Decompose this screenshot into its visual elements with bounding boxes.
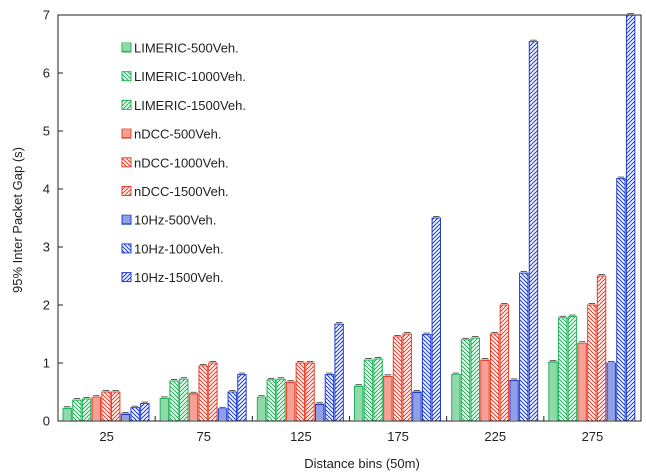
bar-limeric-1500veh-cat-275 (567, 316, 578, 422)
ticks-layer: 0 1 2 3 4 5 6 7 25 75 125 175 225 275 (43, 8, 604, 445)
bar-10hz-1000veh-cat-125 (324, 374, 335, 422)
y-tick-label: 5 (43, 124, 50, 139)
legend: LIMERIC-500Veh. LIMERIC-1000Veh. LIMERIC-1… (121, 41, 246, 285)
legend-swatch (121, 99, 132, 110)
x-axis-label: Distance bins (50m) (304, 456, 420, 471)
bar-10hz-1500veh-cat-275 (625, 14, 636, 422)
x-tick-label: 175 (387, 429, 409, 444)
bar-limeric-1000veh-cat-175 (363, 359, 374, 422)
bar-10hz-1000veh-cat-225 (519, 272, 529, 422)
legend-swatch (121, 186, 132, 196)
bar-ndcc-500veh-cat-275 (577, 342, 587, 422)
bar-10hz-1500veh-cat-225 (528, 41, 539, 422)
legend-swatch (121, 42, 132, 53)
legend-label: 10Hz-1500Veh. (134, 270, 224, 285)
y-tick-label: 4 (43, 182, 50, 197)
legend-label: LIMERIC-500Veh. (134, 41, 239, 56)
bar-10hz-1000veh-cat-175 (421, 334, 432, 422)
legend-swatch (121, 272, 132, 283)
legend-label: LIMERIC-1500Veh. (134, 98, 246, 113)
legend-label: nDCC-1500Veh. (134, 184, 229, 199)
x-tick-label: 25 (99, 429, 113, 444)
legend-label: LIMERIC-1000Veh. (134, 69, 246, 84)
bar-ndcc-1000veh-cat-225 (489, 333, 500, 422)
bar-limeric-1000veh-cat-25 (72, 399, 82, 422)
bar-10hz-1500veh-cat-75 (237, 374, 247, 422)
legend-label: nDCC-1000Veh. (134, 155, 229, 170)
bar-limeric-1000veh-cat-125 (266, 379, 276, 422)
bar-ndcc-1000veh-cat-175 (392, 336, 403, 422)
bar-ndcc-500veh-cat-225 (480, 359, 490, 422)
bar-ndcc-1500veh-cat-75 (208, 362, 218, 422)
bar-ndcc-1500veh-cat-275 (596, 275, 607, 422)
bar-ndcc-500veh-cat-25 (91, 396, 101, 422)
x-tick-label: 125 (290, 429, 312, 444)
bar-limeric-500veh-cat-125 (256, 396, 267, 422)
bar-10hz-1500veh-cat-175 (431, 217, 442, 422)
bar-ndcc-1000veh-cat-25 (101, 391, 111, 422)
bar-10hz-500veh-cat-75 (217, 408, 228, 422)
bar-ndcc-1500veh-cat-175 (402, 333, 412, 422)
bar-limeric-1500veh-cat-175 (373, 358, 383, 422)
bar-10hz-500veh-cat-275 (606, 362, 616, 422)
bar-limeric-1500veh-cat-75 (179, 378, 189, 422)
y-tick-label: 7 (43, 8, 50, 23)
bar-10hz-1500veh-cat-25 (140, 403, 150, 422)
bar-ndcc-500veh-cat-125 (285, 381, 296, 422)
y-tick-label: 6 (43, 66, 50, 81)
bar-ndcc-500veh-cat-75 (188, 393, 199, 422)
bar-10hz-500veh-cat-125 (315, 403, 325, 422)
x-tick-label: 75 (197, 429, 211, 444)
bar-limeric-1500veh-cat-225 (470, 337, 480, 422)
bar-10hz-1000veh-cat-275 (616, 178, 626, 422)
legend-label: 10Hz-1000Veh. (134, 241, 224, 256)
legend-swatch (121, 128, 132, 139)
legend-label: 10Hz-500Veh. (134, 213, 216, 228)
bar-ndcc-1500veh-cat-225 (499, 304, 510, 422)
bar-limeric-1000veh-cat-225 (460, 339, 471, 422)
bar-limeric-500veh-cat-225 (451, 374, 461, 422)
bar-ndcc-1500veh-cat-25 (111, 391, 121, 422)
bar-limeric-500veh-cat-175 (354, 385, 364, 422)
bar-10hz-500veh-cat-175 (412, 391, 422, 422)
bar-ndcc-1000veh-cat-275 (587, 304, 597, 422)
legend-swatch (121, 71, 132, 82)
bar-ndcc-500veh-cat-175 (383, 375, 393, 422)
bar-limeric-1000veh-cat-75 (169, 380, 179, 422)
bar-limeric-500veh-cat-75 (159, 397, 170, 422)
y-tick-label: 0 (43, 414, 50, 429)
bar-10hz-500veh-cat-25 (120, 413, 131, 422)
bar-limeric-1500veh-cat-25 (81, 398, 92, 422)
y-tick-label: 3 (43, 240, 50, 255)
bar-ndcc-1000veh-cat-75 (198, 365, 208, 422)
y-tick-label: 1 (43, 356, 50, 371)
bar-limeric-500veh-cat-25 (62, 407, 72, 422)
bar-limeric-1000veh-cat-275 (558, 317, 568, 422)
x-tick-label: 275 (582, 429, 604, 444)
bar-10hz-1000veh-cat-75 (227, 391, 237, 422)
bar-ndcc-1000veh-cat-125 (295, 362, 306, 422)
bar-10hz-500veh-cat-225 (509, 379, 519, 422)
bar-ndcc-1500veh-cat-125 (305, 362, 315, 422)
bar-limeric-500veh-cat-275 (548, 361, 558, 422)
bar-10hz-1000veh-cat-25 (130, 407, 140, 422)
bar-10hz-1500veh-cat-125 (334, 323, 344, 422)
legend-swatch (121, 243, 132, 254)
y-tick-label: 2 (43, 298, 50, 313)
x-tick-label: 225 (484, 429, 506, 444)
legend-swatch (121, 214, 132, 225)
y-axis-label: 95% Inter Packet Gap (s) (10, 147, 25, 293)
bar-limeric-1500veh-cat-125 (276, 378, 286, 422)
legend-swatch (121, 157, 132, 168)
legend-label: nDCC-500Veh. (134, 127, 221, 142)
